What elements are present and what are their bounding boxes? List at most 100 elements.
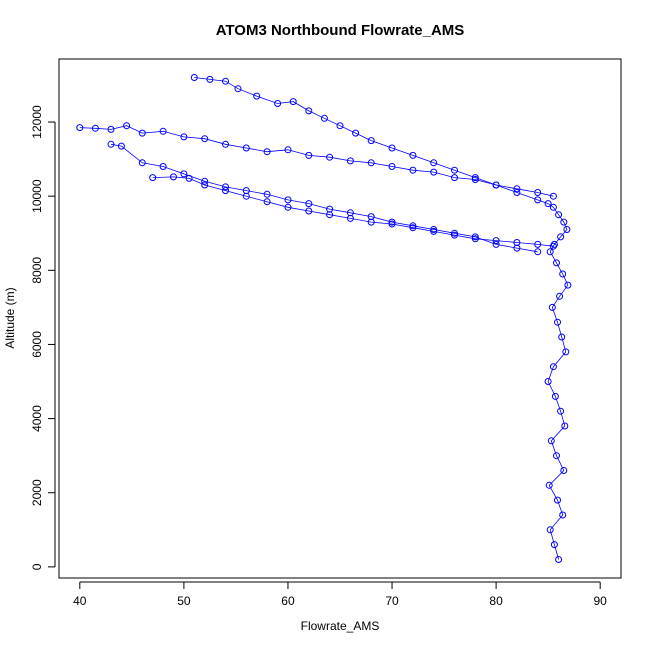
data-point bbox=[554, 496, 561, 504]
data-point bbox=[534, 248, 542, 256]
data-point bbox=[534, 196, 542, 204]
data-point bbox=[547, 437, 555, 445]
y-tick-label: 8000 bbox=[30, 257, 44, 284]
data-point bbox=[451, 166, 458, 174]
data-point bbox=[409, 151, 417, 159]
data-point bbox=[107, 140, 115, 148]
data-point bbox=[564, 281, 572, 289]
data-point bbox=[107, 125, 115, 133]
data-point bbox=[560, 467, 568, 474]
series-3 bbox=[107, 140, 542, 256]
data-point bbox=[336, 122, 344, 130]
data-point bbox=[471, 235, 479, 243]
data-point bbox=[557, 407, 565, 415]
data-point bbox=[557, 233, 565, 241]
data-point bbox=[159, 163, 167, 170]
data-point bbox=[149, 174, 157, 182]
data-point bbox=[367, 137, 375, 145]
data-point bbox=[430, 227, 438, 235]
data-point bbox=[367, 213, 375, 221]
data-point bbox=[91, 124, 99, 132]
data-point bbox=[492, 240, 500, 248]
data-point bbox=[549, 203, 557, 211]
series-line bbox=[79, 125, 554, 197]
x-tick-label: 60 bbox=[281, 594, 295, 608]
data-point bbox=[513, 185, 521, 193]
data-point bbox=[222, 140, 229, 148]
data-point bbox=[556, 292, 564, 300]
data-point bbox=[548, 303, 556, 311]
chart-title: ATOM3 Northbound Flowrate_AMS bbox=[216, 22, 465, 39]
data-point bbox=[222, 187, 229, 195]
data-point bbox=[201, 135, 209, 143]
data-point bbox=[201, 181, 209, 189]
data-point bbox=[263, 190, 271, 198]
data-point bbox=[284, 146, 292, 154]
plot-area bbox=[58, 58, 622, 579]
data-point bbox=[534, 189, 542, 196]
y-tick-label: 12000 bbox=[30, 105, 44, 139]
data-point bbox=[388, 218, 396, 226]
data-point bbox=[451, 231, 458, 239]
data-point bbox=[242, 144, 250, 152]
data-point bbox=[170, 173, 177, 181]
x-tick-label: 90 bbox=[594, 594, 608, 608]
data-point bbox=[549, 192, 557, 200]
data-point bbox=[242, 187, 250, 195]
data-point bbox=[430, 159, 438, 167]
data-point bbox=[430, 168, 438, 176]
data-point bbox=[549, 363, 557, 371]
data-point bbox=[388, 163, 396, 170]
y-tick-label: 0 bbox=[30, 563, 44, 570]
data-point bbox=[534, 240, 542, 248]
data-point bbox=[409, 222, 417, 230]
data-point bbox=[546, 248, 554, 256]
series-1 bbox=[76, 122, 557, 200]
data-point bbox=[263, 148, 271, 156]
y-axis: 0 2000 4000 6000 8000 10000 12000 bbox=[30, 105, 56, 570]
data-point bbox=[305, 151, 313, 159]
data-point bbox=[138, 159, 146, 167]
data-point bbox=[553, 452, 560, 460]
data-point bbox=[558, 333, 566, 341]
data-point bbox=[451, 174, 458, 182]
data-point bbox=[545, 481, 553, 489]
data-point bbox=[551, 392, 559, 400]
y-tick-label: 2000 bbox=[30, 479, 44, 506]
series-line bbox=[152, 176, 554, 247]
data-point bbox=[253, 92, 261, 100]
data-point bbox=[430, 226, 438, 233]
series-line bbox=[110, 143, 538, 253]
data-point bbox=[562, 348, 570, 356]
data-point bbox=[305, 200, 313, 208]
data-point bbox=[289, 98, 297, 106]
data-point bbox=[180, 170, 188, 178]
x-tick-label: 40 bbox=[73, 594, 87, 608]
data-point bbox=[549, 242, 557, 250]
data-point bbox=[222, 77, 229, 85]
data-point bbox=[409, 224, 417, 232]
data-point bbox=[451, 229, 458, 237]
data-point bbox=[553, 259, 560, 267]
data-point bbox=[544, 200, 552, 208]
x-tick-label: 70 bbox=[385, 594, 399, 608]
data-point bbox=[554, 318, 561, 326]
series-line bbox=[194, 77, 569, 560]
data-point bbox=[513, 189, 521, 196]
data-point bbox=[471, 176, 479, 183]
x-tick-label: 50 bbox=[177, 594, 191, 608]
data-point bbox=[284, 196, 292, 204]
x-axis-label: Flowrate_AMS bbox=[301, 619, 380, 633]
data-point bbox=[388, 220, 396, 228]
data-point bbox=[123, 122, 131, 130]
data-point bbox=[563, 226, 571, 233]
data-point bbox=[305, 107, 313, 115]
data-point bbox=[471, 174, 479, 182]
x-axis: 40 50 60 70 80 90 bbox=[73, 581, 608, 608]
data-point bbox=[76, 124, 84, 132]
data-point bbox=[201, 177, 209, 185]
data-point bbox=[222, 183, 229, 191]
data-point bbox=[159, 127, 167, 135]
